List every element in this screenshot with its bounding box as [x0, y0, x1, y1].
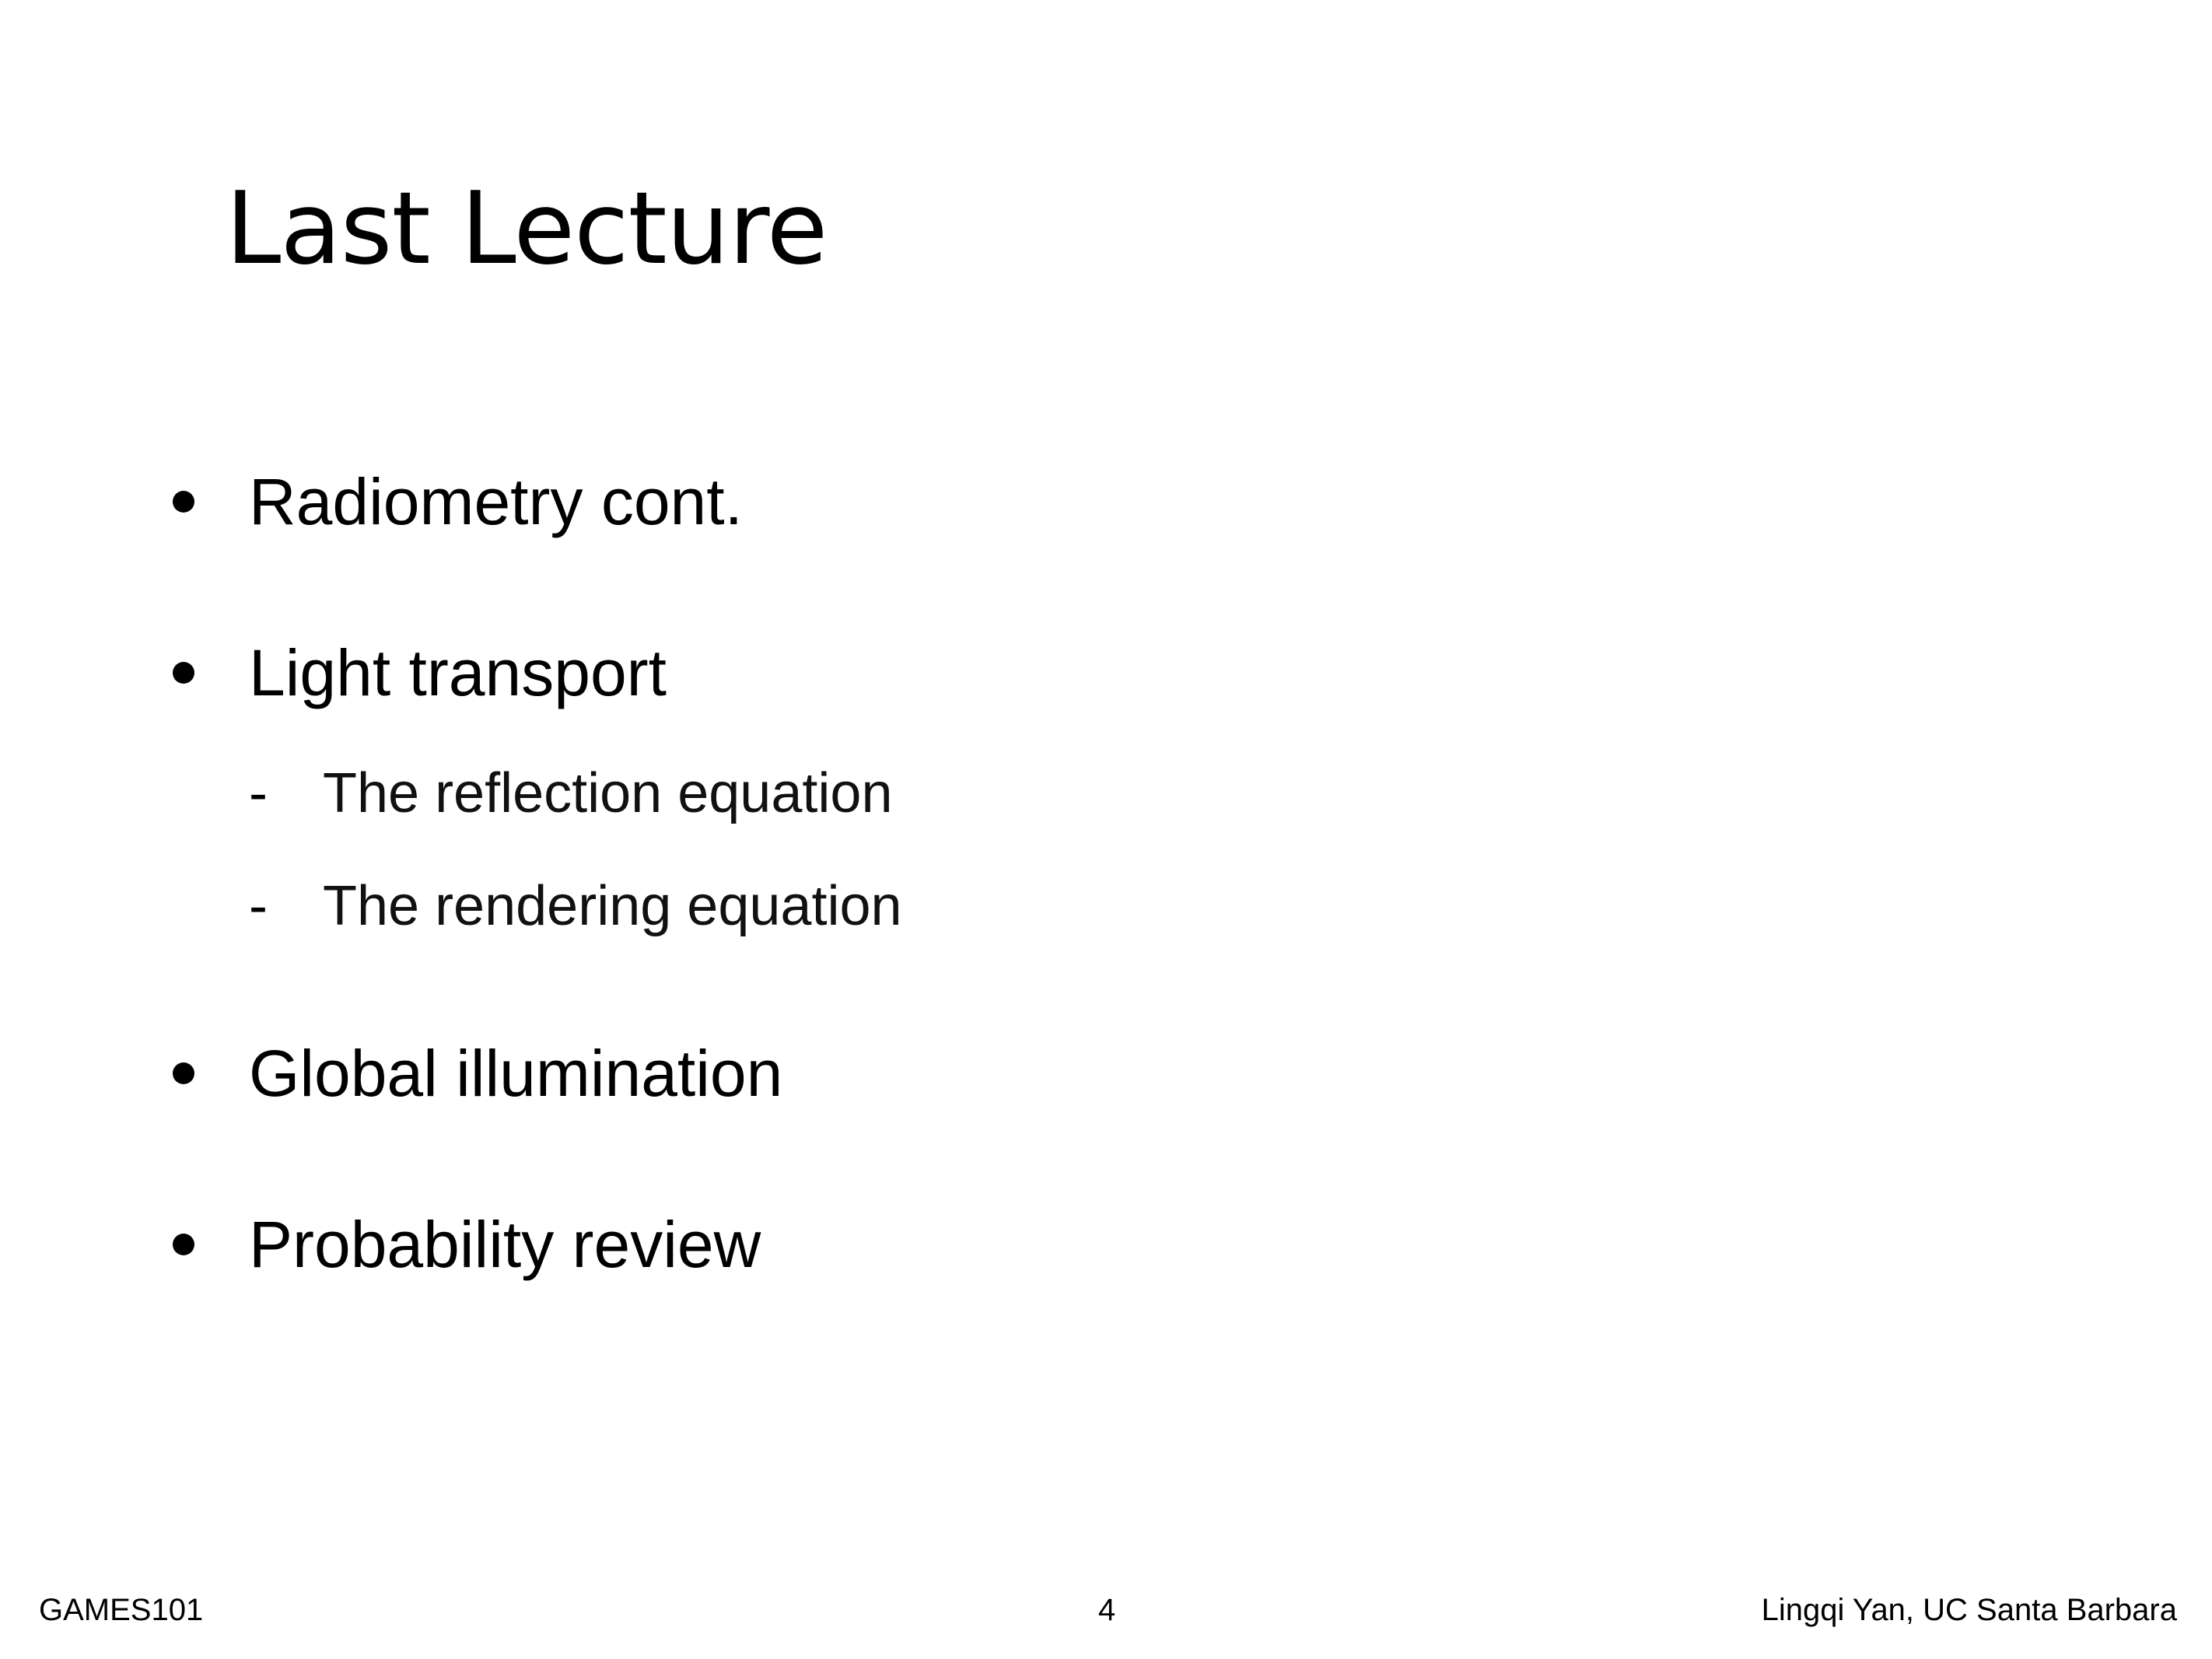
bullet-text: Light transport: [249, 636, 667, 709]
sub-bullet-item: - The rendering equation: [249, 867, 902, 945]
sub-bullet-dash: -: [249, 875, 268, 937]
sub-bullet-text: The reflection equation: [323, 762, 893, 824]
footer-page-number: 4: [1098, 1593, 1116, 1627]
bullet-item: Light transport: [173, 626, 667, 719]
bullet-dot-icon: [173, 662, 194, 684]
bullet-dot-icon: [173, 1062, 194, 1084]
slide-title: Last Lecture: [226, 171, 828, 287]
bullet-item: Probability review: [173, 1198, 761, 1291]
sub-bullet-item: - The reflection equation: [249, 754, 892, 832]
bullet-text: Probability review: [249, 1208, 761, 1281]
bullet-item: Radiometry cont.: [173, 455, 743, 548]
bullet-dot-icon: [173, 491, 194, 513]
footer-course: GAMES101: [39, 1593, 204, 1627]
bullet-item: Global illumination: [173, 1027, 782, 1120]
sub-bullet-dash: -: [249, 762, 268, 824]
bullet-text: Radiometry cont.: [249, 465, 743, 538]
bullet-text: Global illumination: [249, 1037, 783, 1110]
bullet-dot-icon: [173, 1234, 194, 1255]
footer-author: Lingqi Yan, UC Santa Barbara: [1761, 1593, 2177, 1627]
sub-bullet-text: The rendering equation: [323, 875, 902, 937]
